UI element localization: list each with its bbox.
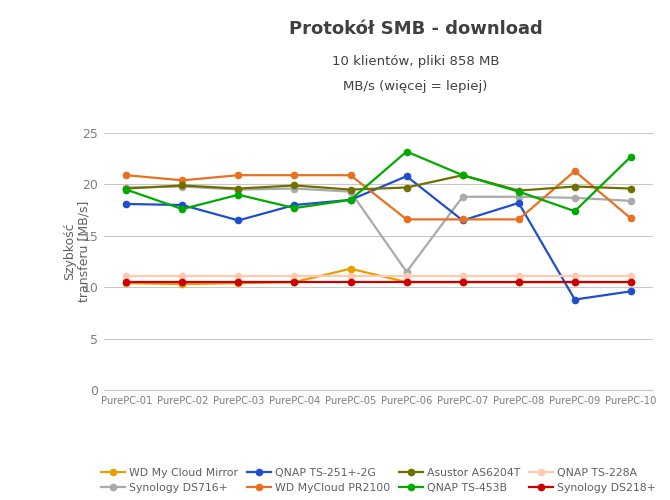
- Y-axis label: Szybkość
transferu [MB/s]: Szybkość transferu [MB/s]: [63, 200, 91, 302]
- Text: MB/s (więcej = lepiej): MB/s (więcej = lepiej): [343, 80, 488, 93]
- Text: Protokół SMB - download: Protokół SMB - download: [289, 20, 542, 38]
- Legend: WD My Cloud Mirror, Synology DS716+, QNAP TS-251+-2G, WD MyCloud PR2100, Asustor: WD My Cloud Mirror, Synology DS716+, QNA…: [101, 468, 656, 493]
- Text: 10 klientów, pliki 858 MB: 10 klientów, pliki 858 MB: [332, 55, 499, 68]
